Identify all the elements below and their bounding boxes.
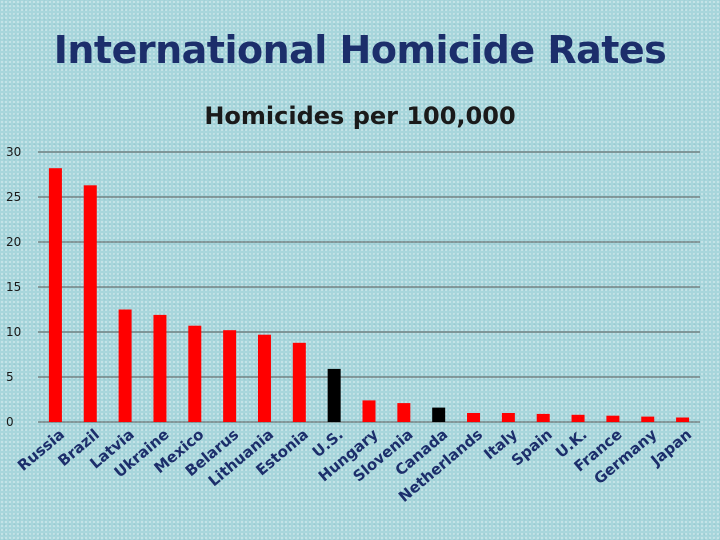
bar-belarus (223, 330, 237, 422)
y-tick-label: 10 (6, 325, 21, 339)
gridlines (38, 151, 700, 423)
y-axis-ticks: 0 5 10 15 20 25 30 (6, 145, 21, 429)
bar-lithuania (257, 334, 271, 422)
bar-spain (536, 413, 550, 422)
y-tick-label: 5 (6, 370, 14, 384)
bar-u-s (327, 368, 341, 422)
bars (48, 168, 690, 422)
bar-france (606, 415, 620, 422)
chart-title: Homicides per 100,000 (204, 102, 515, 130)
y-tick-label: 30 (6, 145, 21, 159)
bar-estonia (292, 342, 306, 422)
bar-russia (48, 168, 62, 422)
y-tick-label: 20 (6, 235, 21, 249)
bar-brazil (83, 185, 97, 422)
x-category-label: Spain (508, 425, 556, 469)
x-axis-labels: RussiaBrazilLatviaUkraineMexicoBelarusLi… (14, 425, 695, 506)
bar-hungary (362, 400, 376, 422)
bar-ukraine (153, 314, 167, 422)
y-tick-label: 0 (6, 415, 14, 429)
bar-mexico (188, 325, 202, 422)
bar-latvia (118, 309, 132, 422)
bar-slovenia (397, 403, 411, 422)
y-tick-label: 15 (6, 280, 21, 294)
slide-title: International Homicide Rates (53, 28, 667, 72)
bar-italy (501, 413, 515, 422)
bar-netherlands (467, 413, 481, 422)
bar-u-k (571, 414, 585, 422)
y-tick-label: 25 (6, 190, 21, 204)
bar-canada (432, 407, 446, 422)
x-category-label: Russia (14, 425, 68, 474)
bar-germany (641, 416, 655, 422)
bar-japan (676, 417, 690, 422)
